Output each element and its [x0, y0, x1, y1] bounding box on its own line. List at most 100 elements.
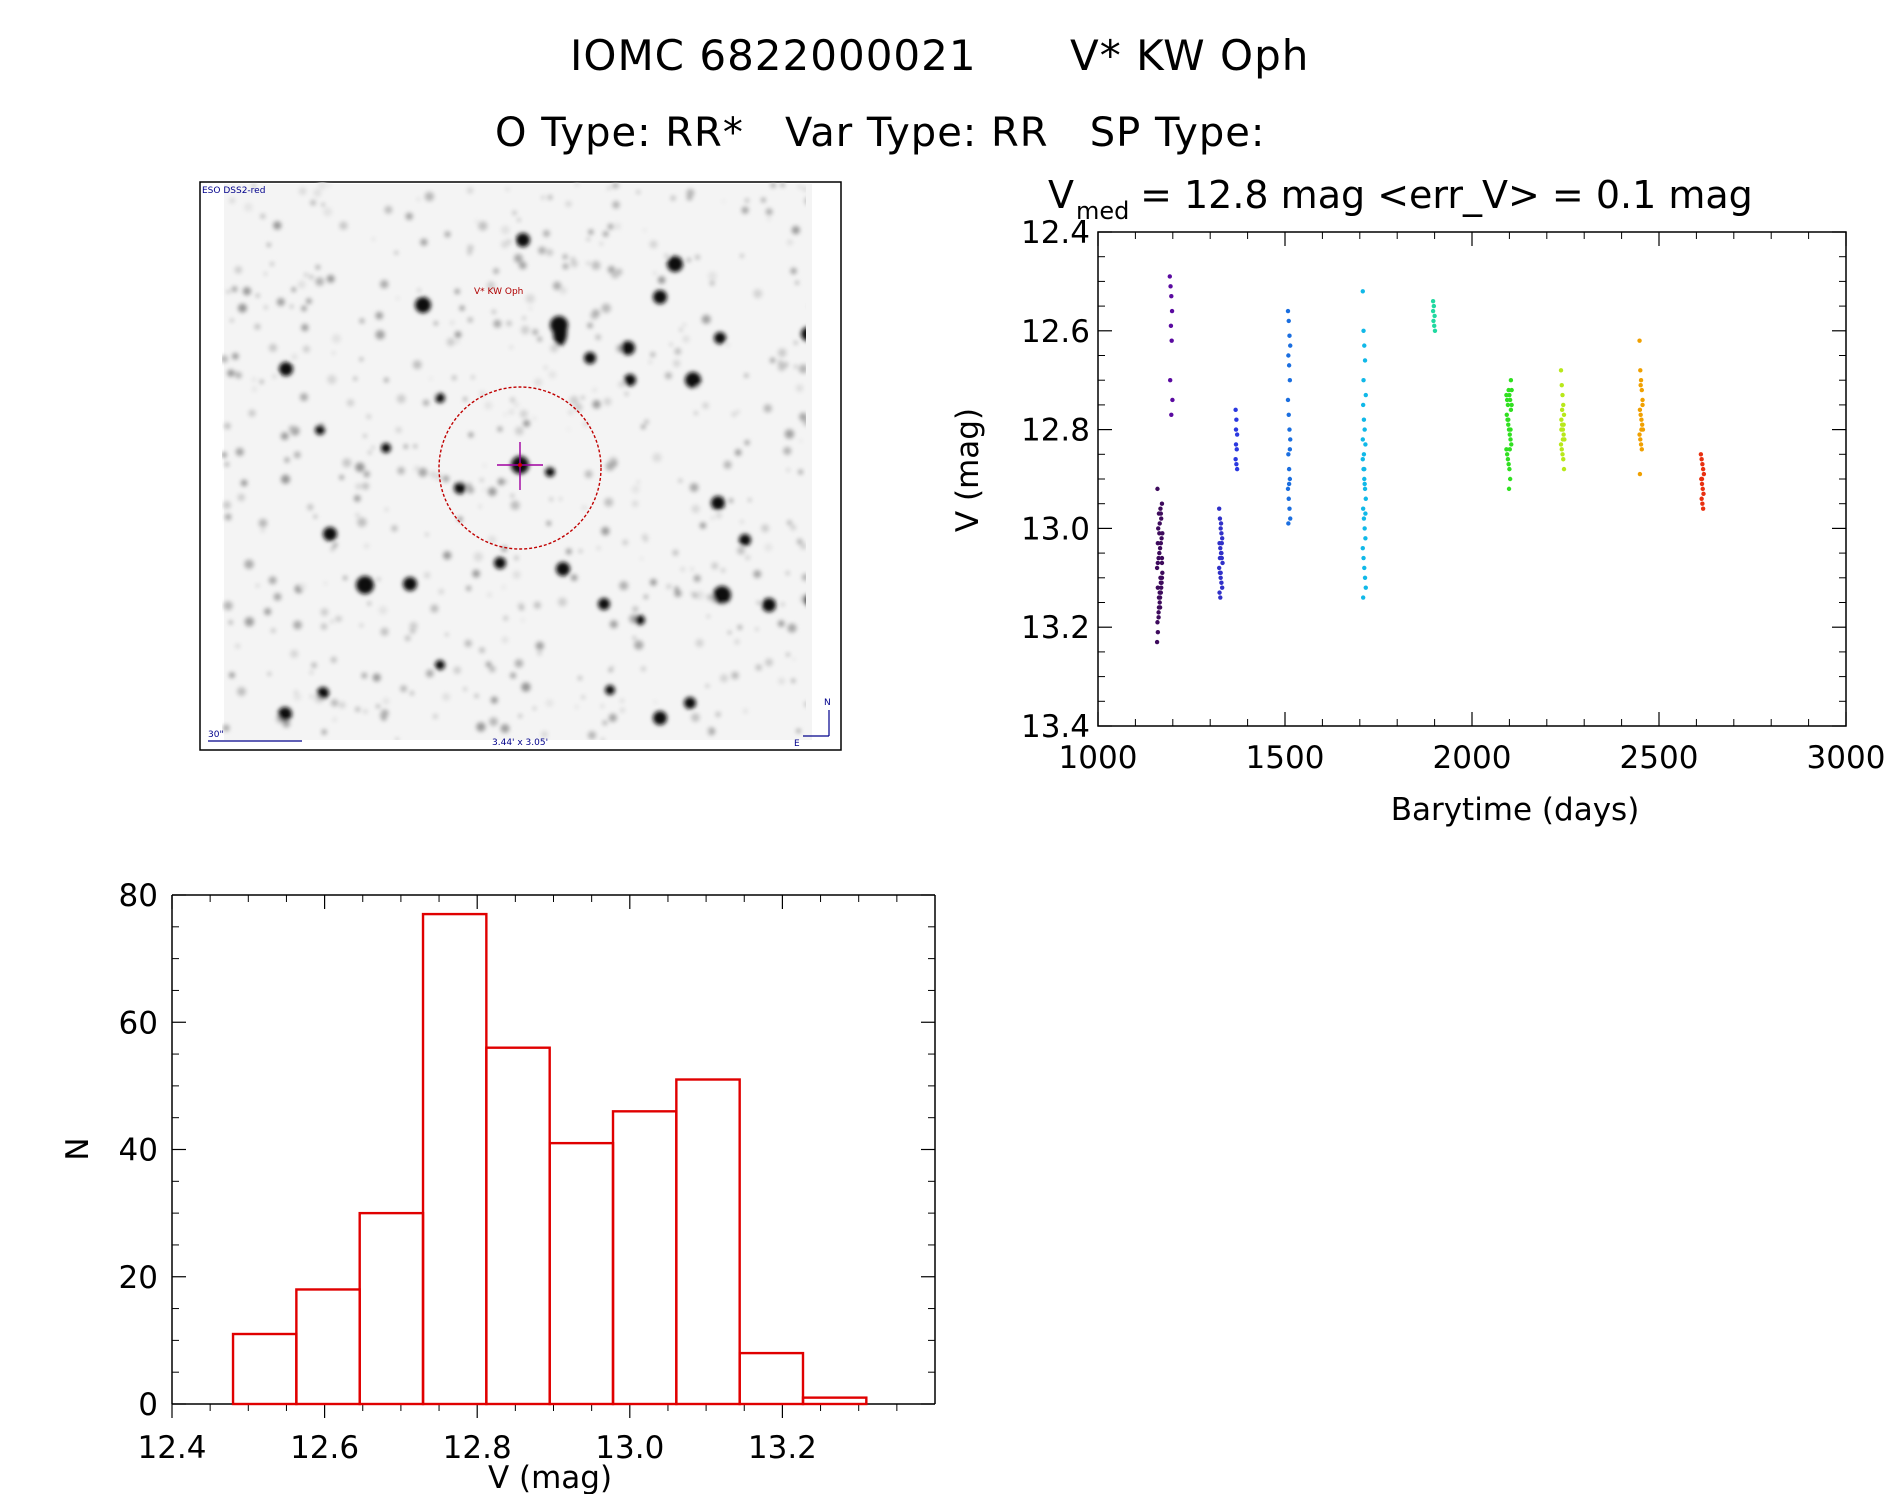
faint-star [591, 309, 600, 318]
light-curve-point [1432, 313, 1437, 319]
faint-star [592, 387, 598, 393]
faint-star [791, 678, 796, 683]
faint-star [301, 305, 307, 312]
faint-star [767, 217, 771, 221]
faint-star [654, 700, 657, 704]
faint-star [541, 730, 548, 738]
light-curve-point [1560, 452, 1565, 457]
light-curve-point [1701, 471, 1707, 477]
faint-star [624, 392, 629, 396]
bright-star [605, 685, 615, 695]
faint-star [372, 673, 381, 682]
light-curve-point [1219, 580, 1224, 585]
faint-star [380, 280, 389, 289]
faint-star [468, 432, 474, 438]
y-tick-label: 13.2 [1021, 610, 1090, 646]
faint-star [488, 665, 496, 673]
light-curve-point [1700, 466, 1706, 472]
bright-star [556, 562, 570, 576]
faint-star [582, 421, 589, 427]
faint-star [706, 594, 713, 601]
faint-star [229, 197, 235, 204]
faint-star [367, 601, 371, 606]
faint-star [268, 343, 278, 352]
light-curve-point [1505, 457, 1511, 462]
light-curve-point [1157, 531, 1162, 536]
bright-star [435, 660, 445, 670]
light-curve-point [1361, 452, 1367, 457]
light-curve-point [1219, 536, 1225, 541]
light-curve-point [1505, 402, 1511, 408]
faint-star [674, 589, 682, 598]
faint-star [456, 340, 459, 344]
faint-star [472, 569, 481, 578]
faint-star [586, 261, 590, 265]
faint-star [709, 280, 715, 286]
faint-star [715, 512, 722, 519]
faint-star [666, 583, 672, 590]
light-curve-point [1504, 452, 1510, 457]
light-curve-point [1360, 289, 1365, 294]
hist-y-tick-label: 40 [119, 1133, 158, 1169]
light-curve-point [1700, 486, 1705, 492]
light-curve-point [1218, 595, 1223, 600]
faint-star [753, 289, 763, 299]
light-curve-point [1155, 541, 1161, 546]
faint-star [318, 182, 327, 190]
faint-star [361, 672, 368, 679]
faint-star [251, 386, 258, 393]
light-curve-point [1169, 338, 1174, 343]
faint-star [787, 520, 792, 526]
bright-star [714, 332, 726, 344]
light-curve-point [1155, 585, 1161, 590]
faint-star [423, 572, 431, 579]
faint-star [330, 656, 337, 663]
faint-star [763, 404, 772, 413]
faint-star [404, 635, 411, 642]
faint-star [326, 274, 335, 283]
faint-star [778, 360, 783, 365]
faint-star [493, 319, 502, 328]
faint-star [649, 578, 657, 586]
light-curve-xlabel: Barytime (days) [1391, 792, 1640, 828]
faint-star [706, 615, 710, 618]
faint-star [255, 293, 260, 298]
bright-star [711, 496, 725, 510]
bright-star [684, 697, 696, 709]
faint-star [280, 474, 291, 484]
light-curve-point [1287, 447, 1293, 452]
faint-star [227, 369, 235, 377]
faint-star [417, 288, 421, 292]
light-curve-point [1217, 590, 1222, 595]
light-curve-point [1157, 600, 1162, 605]
bright-star [435, 393, 445, 403]
faint-star [446, 337, 455, 347]
faint-star [453, 666, 462, 674]
faint-star [237, 303, 247, 313]
faint-star [442, 692, 451, 701]
faint-star [678, 479, 683, 483]
light-curve-point [1170, 397, 1175, 403]
faint-star [226, 290, 230, 294]
faint-star [781, 602, 785, 606]
faint-star [798, 364, 806, 374]
faint-star [363, 543, 370, 549]
bright-star [315, 425, 325, 435]
light-curve-point [1157, 605, 1163, 610]
light-curve-point [1218, 521, 1224, 526]
light-curve-point [1361, 555, 1366, 561]
faint-star [465, 585, 472, 591]
faint-star [371, 446, 375, 450]
faint-star [783, 446, 792, 455]
faint-star [744, 198, 750, 203]
faint-star [745, 555, 751, 561]
faint-star [405, 212, 413, 221]
faint-star [425, 669, 434, 678]
light-curve-point [1639, 417, 1644, 422]
faint-star [260, 528, 265, 533]
bright-star [739, 534, 751, 546]
light-curve-point [1158, 575, 1163, 580]
faint-star [309, 670, 314, 675]
histogram-bar [675, 1078, 741, 1406]
